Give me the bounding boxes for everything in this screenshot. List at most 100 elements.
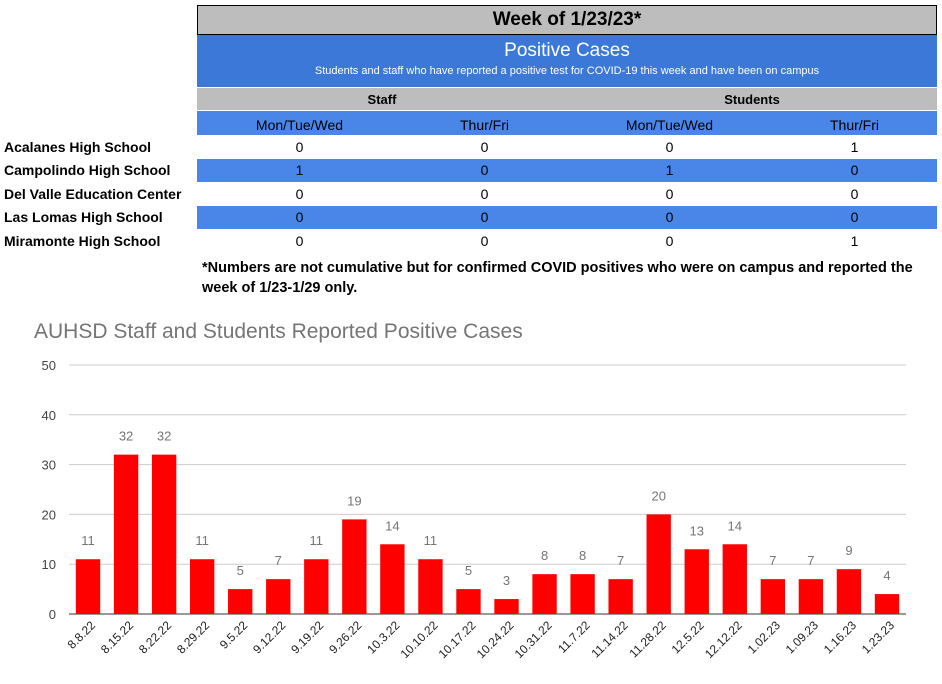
row-cells: 0 0 0 1 — [197, 230, 937, 253]
bar — [342, 519, 367, 614]
x-tick-label: 10.17.22 — [436, 618, 479, 661]
x-tick-label: 8.22.22 — [136, 618, 174, 656]
data-label: 8 — [579, 548, 586, 563]
row-cells: 0 0 0 1 — [197, 136, 937, 159]
x-tick-label: 9.26.22 — [326, 618, 364, 656]
y-tick-label: 30 — [42, 458, 56, 473]
bar — [380, 544, 405, 614]
x-tick-label: 8.29.22 — [174, 618, 212, 656]
data-label: 13 — [690, 523, 704, 538]
bar — [646, 514, 671, 614]
cell-value: 1 — [295, 162, 304, 178]
bar — [798, 579, 824, 614]
bar — [570, 574, 595, 614]
positive-cases-subtitle: Students and staff who have reported a p… — [314, 65, 820, 77]
bar-chart: 0 10 20 30 40 50 11 8.8.22 32 8.15.22 32 8.22.22 11 8… — [42, 358, 906, 661]
cell-value: 0 — [480, 139, 489, 155]
y-tick-label: 10 — [42, 557, 56, 572]
school-name: Acalanes High School — [4, 139, 152, 155]
subcolumn-staff-mon-tue-wed: Mon/Tue/Wed — [255, 117, 344, 133]
x-tick-label: 10.24.22 — [474, 618, 517, 661]
bar — [304, 559, 329, 614]
footnote: *Numbers are not cumulative but for conf… — [202, 260, 913, 296]
bar — [113, 454, 139, 614]
cell-value: 0 — [850, 162, 859, 178]
table-row: Las Lomas High School 0 0 0 0 — [0, 206, 942, 229]
cell-value: 0 — [665, 209, 674, 225]
y-tick-label: 20 — [42, 507, 56, 522]
data-label: 11 — [195, 533, 209, 548]
subcolumn-students-mon-tue-wed: Mon/Tue/Wed — [625, 117, 714, 133]
x-tick-label: 11.28.22 — [627, 618, 670, 661]
bar — [494, 599, 519, 614]
data-label: 5 — [237, 563, 244, 578]
cell-value: 0 — [295, 186, 304, 202]
x-tick-label: 11.7.22 — [555, 618, 593, 656]
cell-value: 1 — [665, 162, 674, 178]
school-name: Miramonte High School — [4, 233, 161, 249]
y-tick-label: 40 — [42, 408, 56, 423]
row-cells: 0 0 0 0 — [197, 206, 937, 229]
data-label: 7 — [807, 553, 814, 568]
cell-value: 1 — [850, 233, 859, 249]
bar — [684, 549, 709, 614]
bar — [266, 579, 291, 614]
bar — [189, 559, 215, 614]
x-tick-label: 1.23.23 — [859, 618, 897, 656]
cell-value: 0 — [850, 186, 859, 202]
x-tick-label: 1.16.23 — [821, 618, 859, 656]
data-label: 8 — [541, 548, 548, 563]
x-tick-label: 1.09.23 — [783, 618, 821, 656]
x-tick-label: 8.15.22 — [98, 618, 136, 656]
data-label: 7 — [275, 553, 282, 568]
x-tick-label: 11.14.22 — [588, 618, 631, 661]
data-label: 20 — [651, 488, 665, 503]
cell-value: 0 — [480, 162, 489, 178]
bar — [418, 559, 443, 614]
data-label: 3 — [503, 573, 510, 588]
bar — [760, 579, 786, 614]
data-label: 11 — [81, 533, 95, 548]
data-label: 32 — [157, 429, 171, 444]
positive-cases-header: Positive Cases Students and staff who ha… — [197, 35, 937, 87]
x-tick-label: 9.12.22 — [250, 618, 288, 656]
subcolumn-staff-thur-fri: Thur/Fri — [460, 117, 509, 133]
row-cells: 0 0 0 0 — [197, 183, 937, 206]
table-row: Acalanes High School 0 0 0 1 — [0, 136, 942, 159]
school-name: Del Valle Education Center — [4, 186, 182, 202]
cell-value: 0 — [850, 209, 859, 225]
y-tick-label: 50 — [42, 358, 56, 373]
cell-value: 0 — [665, 139, 674, 155]
data-label: 32 — [119, 429, 133, 444]
cell-value: 0 — [295, 209, 304, 225]
x-tick-label: 9.5.22 — [217, 618, 251, 652]
table-row: Campolindo High School 1 0 1 0 — [0, 159, 942, 182]
cell-value: 1 — [850, 139, 859, 155]
bar — [228, 589, 253, 614]
x-tick-label: 12.12.22 — [702, 618, 745, 661]
x-tick-label: 9.19.22 — [288, 618, 326, 656]
school-name: Campolindo High School — [4, 162, 171, 178]
data-label: 9 — [845, 543, 852, 558]
chart-title: AUHSD Staff and Students Reported Positi… — [34, 320, 523, 343]
y-tick-label: 0 — [49, 607, 56, 622]
bar — [456, 589, 481, 614]
data-label: 7 — [769, 553, 776, 568]
x-tick-label: 8.8.22 — [65, 618, 99, 652]
cell-value: 0 — [665, 186, 674, 202]
bar — [151, 454, 177, 614]
data-label: 7 — [617, 553, 624, 568]
data-label: 11 — [424, 533, 438, 548]
cell-value: 0 — [480, 209, 489, 225]
data-label: 5 — [465, 563, 472, 578]
bar — [722, 544, 747, 614]
data-label: 11 — [310, 533, 324, 548]
school-name: Las Lomas High School — [4, 209, 163, 225]
data-label: 14 — [385, 518, 399, 533]
data-label: 14 — [728, 518, 742, 533]
cell-value: 0 — [295, 139, 304, 155]
subcolumn-header-row: Mon/Tue/Wed Thur/Fri Mon/Tue/Wed Thur/Fr… — [197, 111, 937, 135]
group-header-row: Staff Students — [197, 88, 937, 110]
table-row: Miramonte High School 0 0 0 1 — [0, 230, 942, 253]
cell-value: 0 — [480, 233, 489, 249]
